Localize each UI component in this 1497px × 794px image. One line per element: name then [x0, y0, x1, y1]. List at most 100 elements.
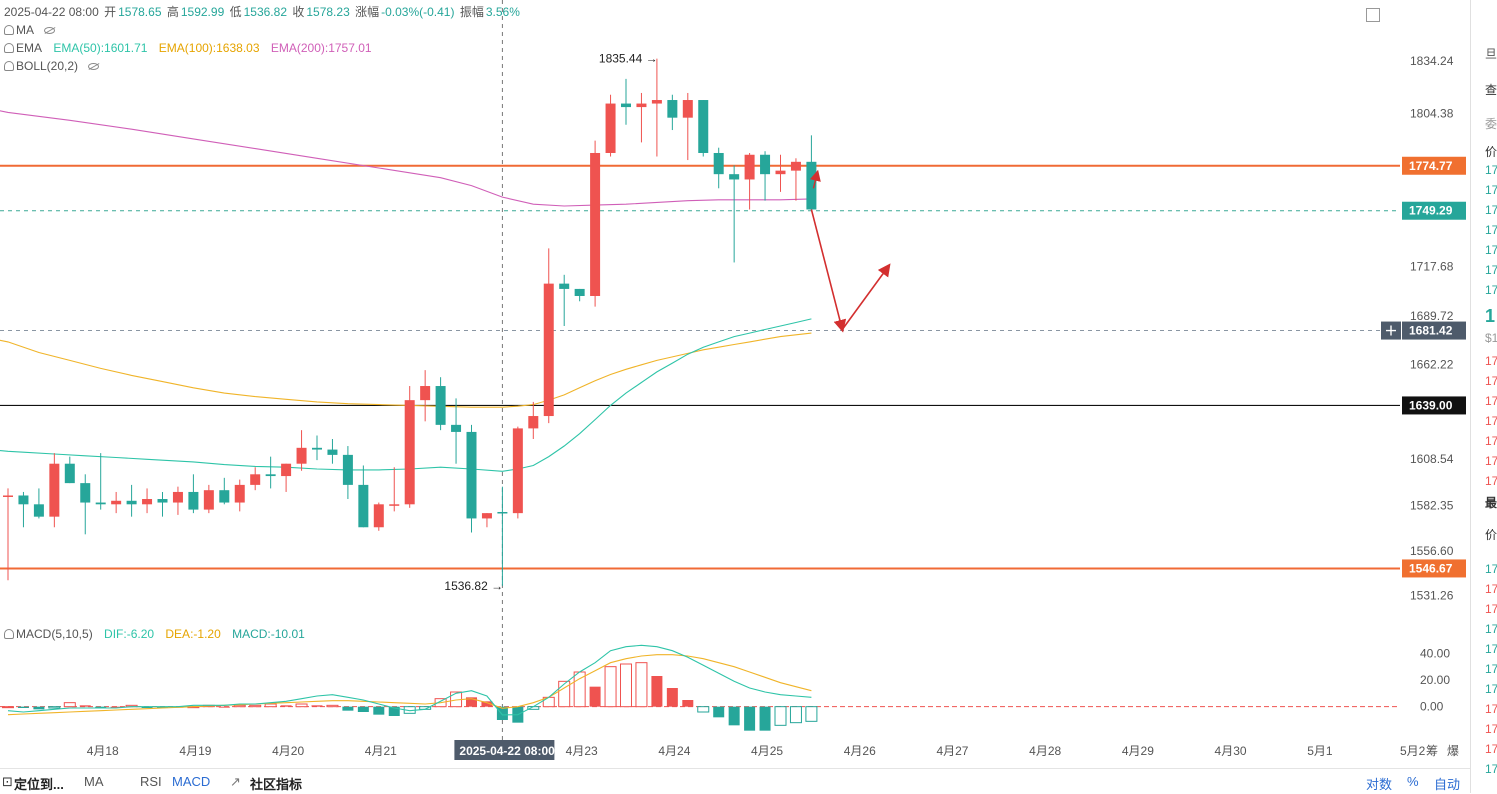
candle-body — [358, 484, 369, 528]
macd-row[interactable]: MACD(5,10,5) DIF:-6.20 DEA:-1.20 MACD:-1… — [4, 626, 307, 642]
y-tick-label: 1608.54 — [1410, 452, 1454, 466]
candle-body — [729, 174, 740, 180]
log-scale-button[interactable]: 对数 — [1366, 777, 1393, 792]
calendar-icon[interactable]: ⊡ — [2, 774, 13, 789]
macd-histogram-bar — [63, 702, 76, 708]
panel-tab[interactable]: 旦 — [1485, 47, 1497, 61]
candle-body — [296, 447, 307, 464]
locate-button[interactable]: 定位到... — [14, 777, 64, 792]
trade-price: 17 — [1485, 742, 1497, 756]
macd-histogram-bar — [249, 704, 262, 708]
x-tick-label: 5月2 — [1400, 744, 1426, 758]
x-tick-label: 4月19 — [179, 744, 211, 758]
candle-body — [744, 154, 755, 180]
x-tick-label: 4月27 — [936, 744, 968, 758]
ema100-value: EMA(100):1638.03 — [158, 41, 260, 55]
rsi-button[interactable]: RSI — [140, 774, 162, 789]
panel-label: 价 — [1485, 528, 1497, 542]
candle-body — [543, 283, 554, 417]
community-icon[interactable]: ↗ — [230, 774, 241, 789]
candle-body — [95, 502, 106, 505]
bell-icon[interactable] — [4, 61, 14, 71]
x-tick-label: 4月24 — [658, 744, 690, 758]
macd-histogram-bar — [558, 680, 571, 708]
y-tick-label: 1804.38 — [1410, 106, 1454, 120]
boll-row[interactable]: BOLL(20,2) — [4, 58, 101, 74]
macd-histogram-bar — [774, 706, 787, 726]
x-tick-label: 4月25 — [751, 744, 783, 758]
macd-histogram-bar — [342, 706, 354, 711]
candle-body — [111, 500, 122, 505]
macd-histogram-bar — [17, 706, 29, 708]
crosshair-date-label: 2025-04-22 08:00 — [459, 744, 555, 758]
candle-body — [142, 499, 153, 505]
ask-price: 17 — [1485, 283, 1497, 297]
candle-body — [806, 161, 817, 210]
x-tick-label: 4月23 — [566, 744, 598, 758]
price-line-label: 1546.67 — [1409, 561, 1453, 575]
x-tick-label: 4月18 — [87, 744, 119, 758]
candle-body — [435, 386, 446, 425]
bell-icon[interactable] — [4, 43, 14, 53]
ma-row[interactable]: MA — [4, 22, 57, 38]
macd-dea-line — [7, 654, 812, 716]
macd-histogram-bar — [805, 706, 818, 722]
macd-histogram-bar — [2, 706, 14, 709]
panel-label: 查 — [1485, 83, 1497, 97]
change-label: 涨幅 — [355, 5, 380, 19]
macd-button[interactable]: MACD — [172, 774, 211, 789]
x-tick-label: 4月20 — [272, 744, 304, 758]
candle-body — [404, 400, 415, 505]
macd-histogram-bar — [233, 704, 246, 708]
percent-scale-button[interactable]: % — [1407, 774, 1419, 789]
candle-body — [451, 424, 462, 432]
macd-histogram-bar — [95, 706, 107, 708]
candle-body — [698, 100, 709, 153]
trade-price: 17 — [1485, 562, 1497, 576]
candle-body — [636, 103, 647, 108]
amp-label: 振幅 — [459, 5, 484, 19]
candle-body — [621, 103, 631, 108]
macd-histogram-bar — [759, 706, 771, 731]
price-line-label: 1639.00 — [1409, 398, 1453, 412]
ema-row[interactable]: EMA EMA(50):1601.71 EMA(100):1638.03 EMA… — [4, 40, 374, 56]
macd-histogram-bar — [635, 662, 648, 708]
y-tick-label: 1834.24 — [1410, 54, 1454, 68]
fullscreen-icon[interactable] — [1366, 8, 1380, 22]
eye-hidden-icon[interactable] — [44, 27, 55, 34]
price-line-label-bg — [1402, 201, 1466, 220]
ema200-line — [0, 110, 812, 207]
auto-scale-button[interactable]: 自动 — [1434, 777, 1461, 792]
candle-body — [590, 152, 601, 296]
open-value: 1578.65 — [118, 5, 162, 19]
ma-button[interactable]: MA — [84, 774, 104, 789]
dea-value: DEA:-1.20 — [165, 627, 221, 641]
trade-price: 17 — [1485, 722, 1497, 736]
ask-price: 17 — [1485, 223, 1497, 237]
bell-icon[interactable] — [4, 25, 14, 35]
bid-price: 17 — [1485, 374, 1497, 388]
eye-hidden-icon[interactable] — [88, 63, 100, 70]
panel-label: 委 — [1485, 117, 1497, 131]
price-line-label-bg — [1402, 559, 1466, 578]
ask-price: 17 — [1485, 203, 1497, 217]
candle-body — [682, 100, 693, 118]
macd-histogram-bar — [218, 706, 230, 708]
candle-body — [172, 491, 183, 503]
trade-price: 17 — [1485, 682, 1497, 696]
y-tick-label: 1662.22 — [1410, 357, 1454, 371]
candle-body — [481, 513, 492, 519]
bid-price: 17 — [1485, 414, 1497, 428]
x-tick-label: 5月1 — [1307, 744, 1333, 758]
trade-price: 17 — [1485, 622, 1497, 636]
bid-price: 17 — [1485, 474, 1497, 488]
plus-icon — [1386, 325, 1396, 336]
x-tick-label: 4月29 — [1122, 744, 1154, 758]
bell-icon[interactable] — [4, 629, 14, 639]
macd-histogram-bar — [264, 703, 277, 708]
community-indicators-button[interactable]: 社区指标 — [250, 777, 303, 792]
y-tick-label: 1689.72 — [1410, 309, 1454, 323]
trade-price: 17 — [1485, 602, 1497, 616]
candle-body — [342, 454, 353, 485]
